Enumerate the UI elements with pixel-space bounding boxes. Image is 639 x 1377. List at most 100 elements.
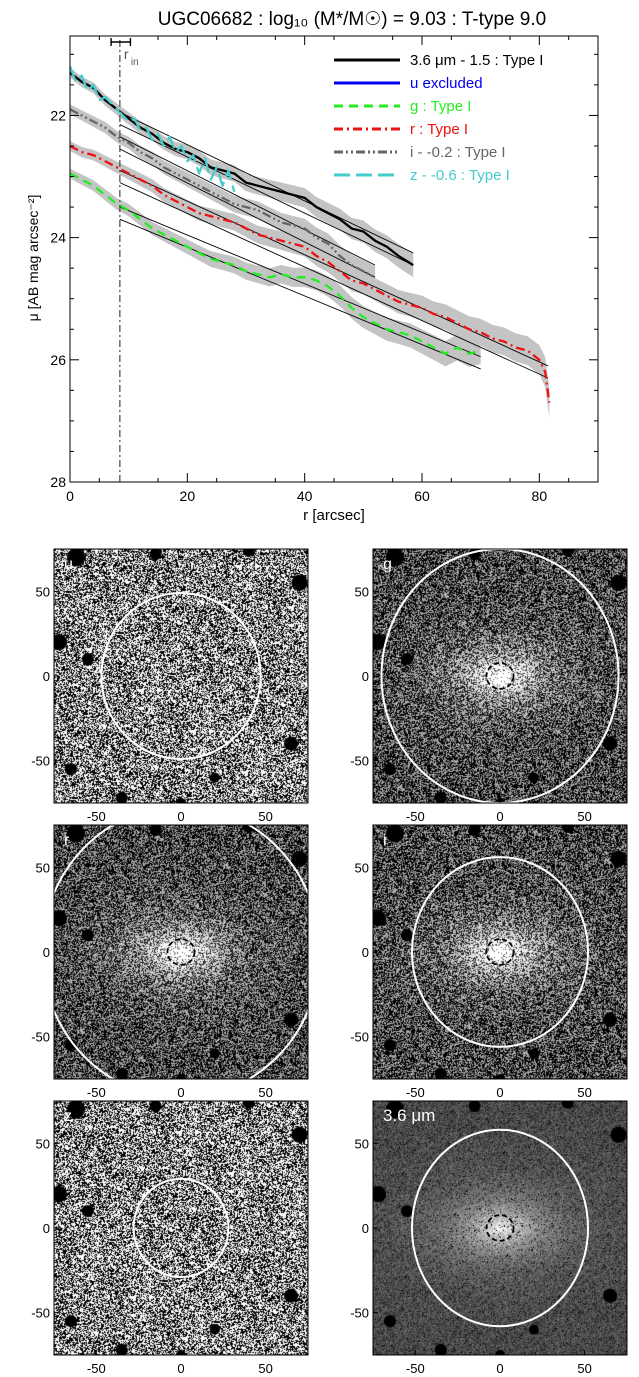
fit-line	[119, 170, 549, 367]
x-tick-label: 20	[180, 488, 196, 504]
profile-series-line	[69, 172, 481, 355]
panel-x-tick-label: 50	[258, 1085, 272, 1100]
panel-y-tick-label: 50	[355, 1136, 369, 1151]
panel-image	[373, 549, 627, 803]
y-tick-label: 26	[50, 352, 66, 368]
panel-y-tick-label: -50	[350, 1306, 369, 1321]
outer-aperture-ellipse	[410, 1128, 590, 1328]
panel-y-tick-label: 0	[362, 669, 369, 684]
panel-frame	[53, 824, 309, 1080]
outer-aperture-ellipse	[100, 592, 262, 760]
y-tick-label: 22	[50, 107, 66, 123]
panel-y-tick-label: -50	[350, 754, 369, 769]
panel-y-tick-label: -50	[31, 1030, 50, 1045]
panel-image	[373, 825, 627, 1079]
fit-line	[119, 111, 414, 254]
panel-band-label: 3.6 μm	[383, 1106, 435, 1125]
panel-y-tick-label: 0	[43, 945, 50, 960]
legend-label: g : Type I	[410, 98, 471, 115]
panel-x-tick-label: 50	[258, 809, 272, 824]
error-band	[70, 67, 414, 278]
profile-series-line	[69, 71, 414, 267]
profile-series-line	[69, 108, 376, 279]
panel-x-tick-label: -50	[406, 1361, 425, 1376]
panel-y-tick-label: -50	[31, 1306, 50, 1321]
legend-label: i - -0.2 : Type I	[410, 144, 506, 161]
panel-frame	[372, 548, 628, 804]
panel-y-tick-label: 50	[36, 1136, 50, 1151]
chart-legend: 3.6 μm - 1.5 : Type I u excluded g : Type …	[334, 52, 543, 184]
panel-image	[54, 549, 308, 803]
inner-aperture-ellipse	[485, 938, 515, 966]
panel-y-tick-label: 50	[36, 860, 50, 875]
inner-aperture-ellipse	[485, 662, 515, 690]
fit-line	[119, 206, 481, 358]
panel-x-tick-label: 0	[177, 809, 184, 824]
panel-y-tick-label: 0	[362, 945, 369, 960]
image-panel-2: g -50 0 50 50 0 -50	[333, 545, 633, 825]
fit-line	[119, 136, 376, 266]
y-axis-label: μ [AB mag arcsec⁻²]	[25, 195, 41, 322]
panel-image	[54, 1101, 308, 1355]
image-panel-6: 3.6 μm -50 0 50 50 0 -50	[333, 1097, 633, 1377]
outer-aperture-ellipse	[41, 821, 314, 1099]
rin-label: r	[124, 46, 129, 62]
image-panel-1: u -50 0 50 50 0 -50	[14, 545, 314, 825]
legend-label: u excluded	[410, 75, 483, 92]
inner-aperture-ellipse	[166, 938, 196, 966]
panel-y-tick-label: 50	[36, 584, 50, 599]
rin-label-subscript: in	[131, 57, 139, 68]
x-tick-label: 0	[66, 488, 74, 504]
panel-frame	[372, 824, 628, 1080]
y-tick-label: 28	[50, 474, 66, 490]
x-tick-label: 80	[532, 488, 548, 504]
legend-label: 3.6 μm - 1.5 : Type I	[410, 52, 543, 69]
panel-image	[373, 1101, 627, 1355]
panel-x-tick-label: -50	[406, 809, 425, 824]
panel-x-tick-label: -50	[87, 1361, 106, 1376]
x-axis-label: r [arcsec]	[303, 507, 365, 524]
surface-brightness-profile-chart: UGC06682 : log₁₀ (M*/M☉) = 9.03 : T-type…	[25, 9, 599, 524]
panel-frame	[53, 1100, 309, 1356]
panel-y-tick-label: 0	[43, 669, 50, 684]
panel-y-tick-label: 0	[43, 1221, 50, 1236]
fit-line	[119, 218, 481, 370]
panel-y-tick-label: 50	[355, 860, 369, 875]
panel-band-label: z	[64, 1108, 72, 1125]
panel-y-tick-label: 0	[362, 1221, 369, 1236]
image-panel-5: z -50 0 50 50 0 -50	[14, 1097, 314, 1377]
image-panel-4: i -50 0 50 50 0 -50	[333, 821, 633, 1101]
panel-x-tick-label: -50	[87, 809, 106, 824]
outer-aperture-ellipse	[410, 856, 590, 1048]
x-tick-label: 40	[297, 488, 313, 504]
fit-line	[119, 148, 376, 278]
panel-x-tick-label: -50	[87, 1085, 106, 1100]
panel-band-label: i	[383, 832, 387, 849]
panel-x-tick-label: 0	[496, 1085, 503, 1100]
image-panel-3: r -50 0 50 50 0 -50	[14, 821, 314, 1101]
panel-image	[54, 825, 308, 1079]
profile-series-line	[69, 144, 551, 403]
y-tick-label: 24	[50, 230, 66, 246]
fit-line	[119, 124, 414, 266]
panel-frame	[53, 548, 309, 804]
legend-label: r : Type I	[410, 121, 468, 138]
legend-label: z - -0.6 : Type I	[410, 167, 510, 184]
chart-title: UGC06682 : log₁₀ (M*/M☉) = 9.03 : T-type…	[158, 9, 546, 30]
panel-x-tick-label: 0	[496, 809, 503, 824]
panel-band-label: u	[64, 556, 73, 573]
error-band	[70, 141, 550, 418]
panel-band-label: r	[64, 832, 70, 849]
x-tick-label: 60	[414, 488, 430, 504]
panel-x-tick-label: 0	[177, 1361, 184, 1376]
panel-x-tick-label: -50	[406, 1085, 425, 1100]
panel-frame	[372, 1100, 628, 1356]
panel-band-label: g	[383, 556, 392, 573]
outer-aperture-ellipse	[132, 1177, 230, 1279]
profile-plot-area: rin 0 20 40 60 80 22 24 26 28 3.6 μm - 1.5 : Type …	[50, 35, 599, 504]
panel-x-tick-label: 50	[577, 1361, 591, 1376]
panel-x-tick-label: 50	[258, 1361, 272, 1376]
inner-aperture-ellipse	[485, 1214, 515, 1242]
error-band	[70, 168, 481, 367]
panel-x-tick-label: 0	[177, 1085, 184, 1100]
